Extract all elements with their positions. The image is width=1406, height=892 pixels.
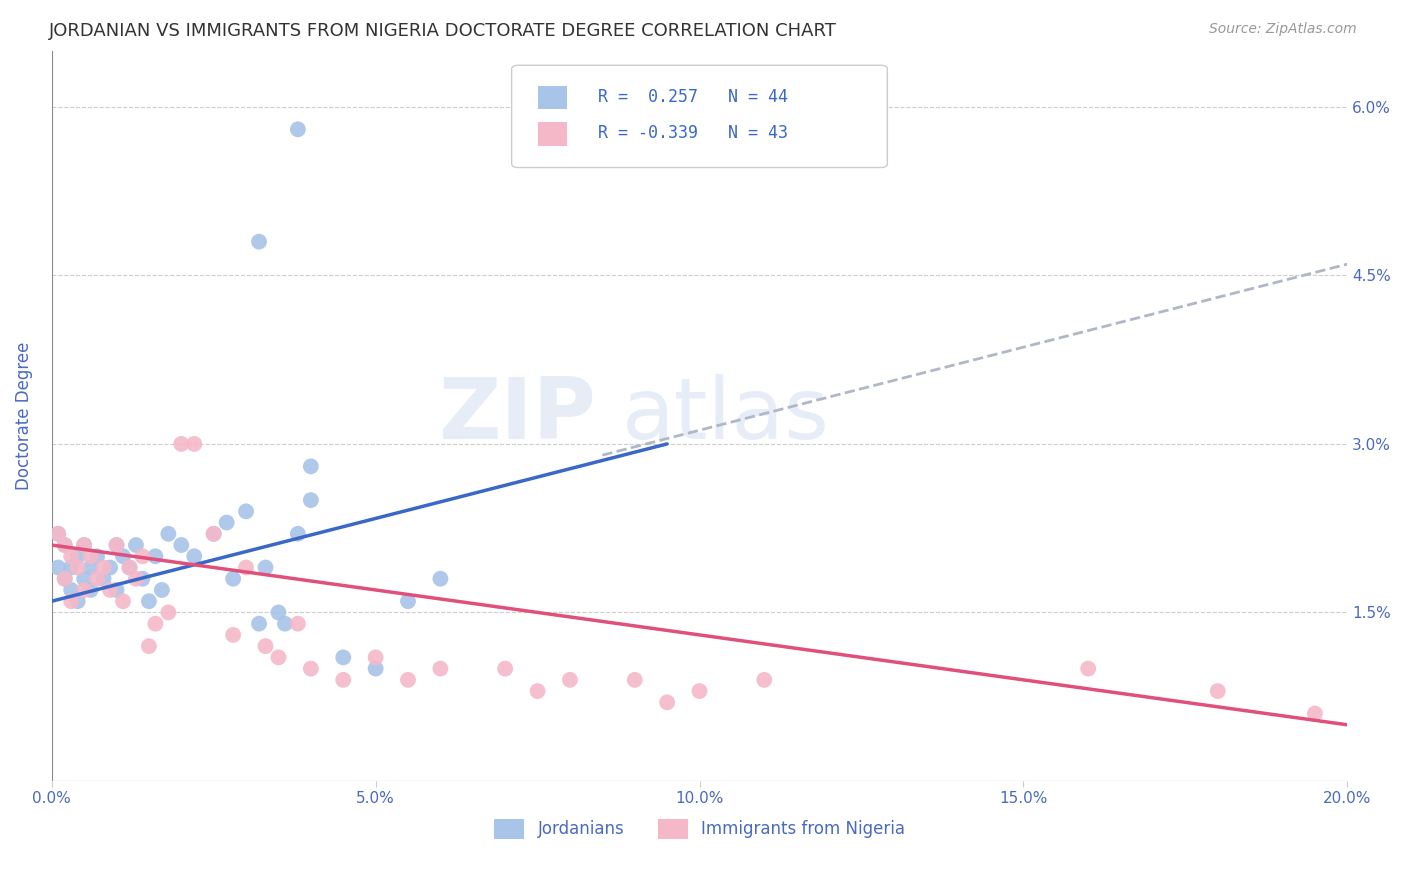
Point bbox=[46, 560, 69, 574]
Point bbox=[558, 673, 581, 687]
Point bbox=[235, 560, 257, 574]
Text: Source: ZipAtlas.com: Source: ZipAtlas.com bbox=[1209, 22, 1357, 37]
Point bbox=[429, 662, 451, 676]
Point bbox=[202, 526, 225, 541]
Point bbox=[53, 572, 76, 586]
Point bbox=[274, 616, 297, 631]
Point bbox=[79, 560, 101, 574]
Point bbox=[299, 459, 322, 474]
Point bbox=[287, 616, 309, 631]
Point bbox=[66, 560, 89, 574]
Point bbox=[73, 572, 96, 586]
Point bbox=[267, 650, 290, 665]
Point bbox=[526, 684, 548, 698]
Point bbox=[60, 560, 83, 574]
Point bbox=[66, 549, 89, 564]
Text: R =  0.257   N = 44: R = 0.257 N = 44 bbox=[599, 87, 789, 105]
Point bbox=[202, 526, 225, 541]
Point bbox=[138, 594, 160, 608]
Point bbox=[1077, 662, 1099, 676]
Point bbox=[118, 560, 141, 574]
Point bbox=[287, 526, 309, 541]
Point bbox=[105, 538, 128, 552]
Point bbox=[150, 582, 173, 597]
Text: R = -0.339   N = 43: R = -0.339 N = 43 bbox=[599, 124, 789, 142]
Point bbox=[46, 526, 69, 541]
Point bbox=[623, 673, 645, 687]
Point bbox=[98, 582, 121, 597]
Point bbox=[145, 616, 167, 631]
Point bbox=[247, 235, 270, 249]
Point bbox=[111, 549, 134, 564]
Point bbox=[111, 594, 134, 608]
Point bbox=[157, 606, 180, 620]
Point bbox=[222, 628, 245, 642]
Point bbox=[86, 549, 108, 564]
Point bbox=[86, 572, 108, 586]
Point bbox=[689, 684, 711, 698]
Point bbox=[1206, 684, 1229, 698]
Point bbox=[93, 560, 115, 574]
Text: atlas: atlas bbox=[621, 375, 830, 458]
Point bbox=[235, 504, 257, 518]
Point bbox=[138, 639, 160, 653]
Point bbox=[73, 538, 96, 552]
Point bbox=[53, 538, 76, 552]
Point bbox=[170, 437, 193, 451]
Point bbox=[118, 560, 141, 574]
Point bbox=[131, 549, 153, 564]
Point bbox=[105, 538, 128, 552]
Point bbox=[1303, 706, 1326, 721]
Point bbox=[170, 538, 193, 552]
Point bbox=[332, 650, 354, 665]
Point bbox=[396, 594, 419, 608]
Point bbox=[60, 594, 83, 608]
Point bbox=[46, 526, 69, 541]
Point bbox=[287, 122, 309, 136]
FancyBboxPatch shape bbox=[512, 65, 887, 168]
Text: ZIP: ZIP bbox=[439, 375, 596, 458]
Point bbox=[53, 572, 76, 586]
FancyBboxPatch shape bbox=[537, 86, 567, 109]
Y-axis label: Doctorate Degree: Doctorate Degree bbox=[15, 342, 32, 490]
Point bbox=[494, 662, 516, 676]
Point bbox=[332, 673, 354, 687]
Point bbox=[254, 560, 277, 574]
Point bbox=[79, 549, 101, 564]
Point bbox=[183, 549, 205, 564]
Point bbox=[125, 538, 148, 552]
Point bbox=[254, 639, 277, 653]
Point bbox=[73, 582, 96, 597]
Point bbox=[79, 582, 101, 597]
Point bbox=[145, 549, 167, 564]
Point bbox=[131, 572, 153, 586]
Point bbox=[364, 662, 387, 676]
Point bbox=[66, 594, 89, 608]
Point bbox=[396, 673, 419, 687]
Point bbox=[60, 549, 83, 564]
Point bbox=[53, 538, 76, 552]
FancyBboxPatch shape bbox=[537, 122, 567, 145]
Point bbox=[98, 560, 121, 574]
Point bbox=[60, 582, 83, 597]
Point bbox=[125, 572, 148, 586]
Point bbox=[267, 606, 290, 620]
Point bbox=[247, 616, 270, 631]
Point bbox=[222, 572, 245, 586]
Point bbox=[215, 516, 238, 530]
Text: JORDANIAN VS IMMIGRANTS FROM NIGERIA DOCTORATE DEGREE CORRELATION CHART: JORDANIAN VS IMMIGRANTS FROM NIGERIA DOC… bbox=[49, 22, 837, 40]
Point bbox=[73, 538, 96, 552]
Point bbox=[299, 493, 322, 508]
Point bbox=[429, 572, 451, 586]
Point bbox=[754, 673, 776, 687]
Point bbox=[157, 526, 180, 541]
Point bbox=[105, 582, 128, 597]
Legend: Jordanians, Immigrants from Nigeria: Jordanians, Immigrants from Nigeria bbox=[488, 812, 911, 846]
Point bbox=[364, 650, 387, 665]
Point bbox=[93, 572, 115, 586]
Point bbox=[183, 437, 205, 451]
Point bbox=[299, 662, 322, 676]
Point bbox=[655, 695, 678, 709]
